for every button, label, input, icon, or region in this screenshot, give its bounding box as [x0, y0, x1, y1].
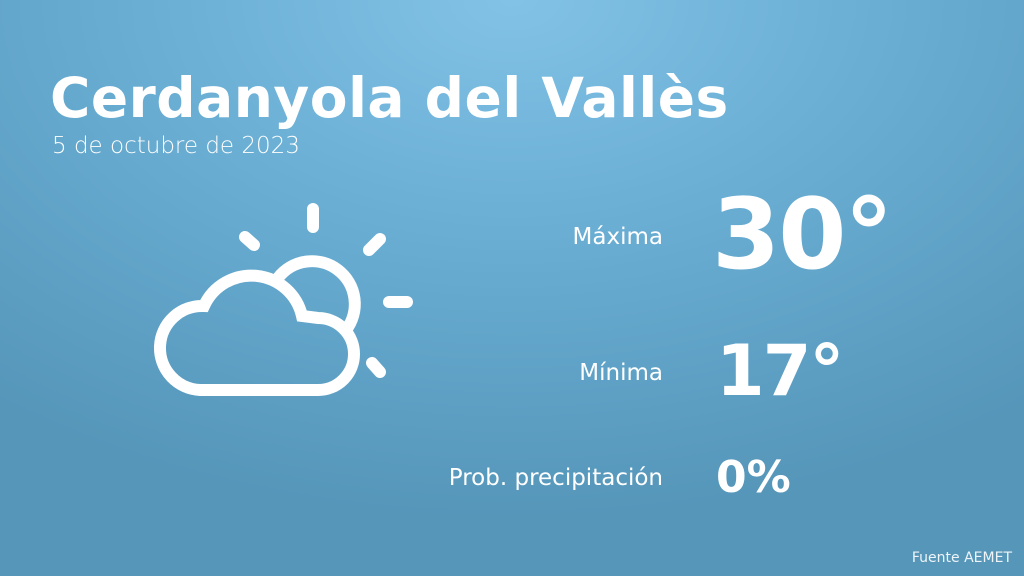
- forecast-date: 5 de octubre de 2023: [52, 133, 300, 159]
- precip-label: Prob. precipitación: [448, 465, 663, 491]
- max-temp-value: 30°: [712, 178, 893, 292]
- max-temp-label: Máxima: [572, 224, 663, 250]
- min-temp-label: Mínima: [579, 360, 663, 386]
- source-credit: Fuente AEMET: [911, 550, 1012, 566]
- city-title: Cerdanyola del Vallès: [50, 66, 729, 130]
- min-temp-value: 17°: [716, 330, 844, 412]
- precip-value: 0%: [716, 452, 791, 503]
